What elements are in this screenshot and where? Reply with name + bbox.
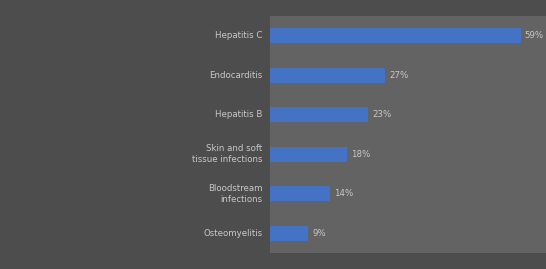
Text: 59%: 59%: [525, 31, 544, 40]
Bar: [270, 226, 308, 241]
Text: 9%: 9%: [313, 229, 327, 238]
Bar: [270, 186, 330, 201]
Bar: [270, 28, 520, 43]
Bar: [270, 68, 385, 83]
Text: Skin and soft
tissue infections: Skin and soft tissue infections: [192, 144, 262, 164]
Text: Hepatitis C: Hepatitis C: [215, 31, 262, 40]
Bar: [270, 147, 347, 162]
Text: Bloodstream
infections: Bloodstream infections: [207, 184, 262, 204]
Text: 14%: 14%: [334, 189, 353, 198]
Bar: [270, 107, 368, 122]
Text: 23%: 23%: [372, 110, 391, 119]
Text: 18%: 18%: [351, 150, 370, 159]
Text: Osteomyelitis: Osteomyelitis: [203, 229, 262, 238]
Text: Hepatitis B: Hepatitis B: [215, 110, 262, 119]
Text: Endocarditis: Endocarditis: [209, 71, 262, 80]
Text: 27%: 27%: [389, 71, 408, 80]
